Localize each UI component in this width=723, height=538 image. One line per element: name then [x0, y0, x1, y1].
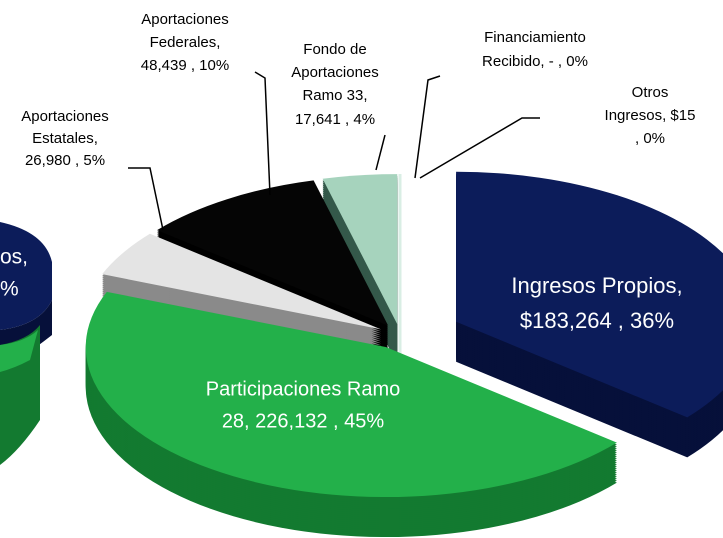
data-label: Financiamiento — [484, 29, 586, 46]
data-label: 28, 226,132 , 45% — [222, 410, 385, 432]
slice-top — [157, 180, 389, 326]
leader-line — [375, 134, 386, 171]
data-label: , 0% — [635, 130, 665, 147]
data-label: Participaciones Ramo — [206, 378, 401, 400]
leader-line — [254, 71, 271, 196]
data-label: Otros — [632, 84, 669, 101]
data-label: Ramo 33, — [302, 87, 367, 104]
slice-top — [456, 171, 723, 418]
cropped-label: % — [0, 278, 19, 301]
cropped-slice — [0, 330, 38, 372]
cropped-label: os, — [0, 246, 28, 269]
data-label: Fondo de — [303, 41, 366, 58]
cropped-slice — [0, 222, 52, 330]
leader-lines — [128, 71, 540, 231]
slice — [456, 171, 723, 458]
slice-top — [322, 174, 398, 325]
slice-top — [85, 291, 617, 498]
data-label: Recibido, - , 0% — [482, 53, 588, 70]
data-label: Aportaciones — [291, 64, 379, 81]
cropped-pie: os, % — [0, 222, 52, 465]
data-label: 17,641 , 4% — [295, 111, 375, 128]
slice-top — [102, 233, 382, 330]
labels: Ingresos Propios, $183,264 , 36% Participa… — [21, 11, 695, 432]
leader-line — [419, 117, 540, 179]
data-label: Aportaciones — [141, 11, 229, 28]
leader-line — [128, 167, 164, 231]
data-label: Estatales, — [32, 130, 98, 147]
data-label: $183,264 , 36% — [520, 308, 674, 333]
data-label: 26,980 , 5% — [25, 152, 105, 169]
leader-line — [414, 75, 441, 179]
slice — [85, 291, 617, 538]
pie — [85, 171, 723, 538]
data-label: Federales, — [150, 34, 221, 51]
data-label: 48,439 , 10% — [141, 57, 229, 74]
data-label: Ingresos, $15 — [605, 107, 696, 124]
data-label: Aportaciones — [21, 108, 109, 125]
data-label: Ingresos Propios, — [511, 273, 682, 298]
